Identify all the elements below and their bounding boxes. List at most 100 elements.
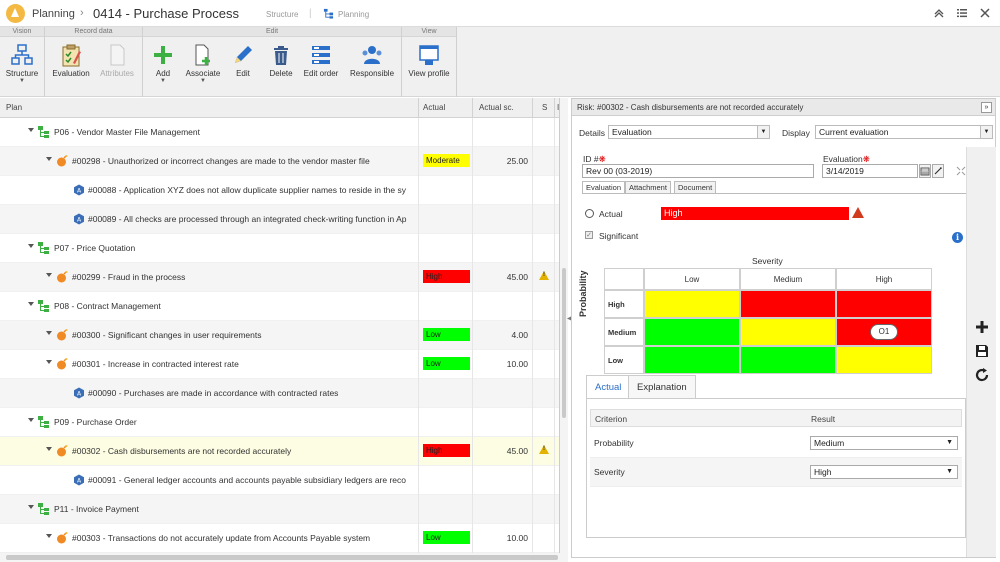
expand-toggle-icon[interactable] bbox=[46, 360, 52, 364]
dropdown-caret-icon: ▼ bbox=[19, 78, 25, 84]
column-header-s[interactable]: S bbox=[542, 103, 548, 112]
criterion-result-select[interactable]: Medium ▼ bbox=[810, 436, 958, 450]
table-row[interactable]: A #00089 - All checks are processed throu… bbox=[0, 205, 559, 234]
svg-text:A: A bbox=[77, 188, 82, 195]
matrix-cell[interactable] bbox=[836, 290, 932, 318]
significant-checkbox[interactable]: ✓ bbox=[585, 231, 593, 239]
refresh-icon[interactable] bbox=[974, 367, 990, 383]
matrix-cell[interactable] bbox=[740, 290, 836, 318]
expand-toggle-icon[interactable] bbox=[28, 244, 34, 248]
edit-button[interactable]: Edit bbox=[223, 39, 263, 91]
expand-toggle-icon[interactable] bbox=[46, 273, 52, 277]
info-icon[interactable]: i bbox=[952, 232, 963, 243]
actual-radio[interactable] bbox=[585, 209, 594, 218]
associate-document-icon bbox=[195, 44, 210, 66]
svg-text:A: A bbox=[77, 391, 82, 398]
collapse-up-icon[interactable] bbox=[932, 6, 946, 20]
actual-risk-level: High bbox=[661, 207, 849, 220]
row-text: P06 - Vendor Master File Management bbox=[54, 127, 200, 137]
module-name[interactable]: Planning bbox=[32, 8, 75, 20]
close-icon[interactable] bbox=[978, 6, 992, 20]
warning-icon bbox=[539, 445, 549, 454]
expand-toggle-icon[interactable] bbox=[46, 157, 52, 161]
attributes-button[interactable]: Attributes bbox=[97, 39, 137, 91]
risk-icon bbox=[57, 445, 68, 457]
expand-toggle-icon[interactable] bbox=[28, 505, 34, 509]
structure-button[interactable]: Structure ▼ bbox=[2, 39, 42, 91]
table-row[interactable]: P11 - Invoice Payment bbox=[0, 495, 559, 524]
table-row[interactable]: A #00090 - Purchases are made in accordan… bbox=[0, 379, 559, 408]
process-icon bbox=[38, 300, 49, 312]
calendar-icon[interactable] bbox=[919, 164, 931, 178]
grid-header: Plan Actual Actual sc. S I bbox=[0, 98, 560, 118]
column-header-i[interactable]: I bbox=[557, 103, 560, 112]
expand-toggle-icon[interactable] bbox=[28, 302, 34, 306]
details-label: Details bbox=[579, 128, 605, 138]
table-row[interactable]: #00300 - Significant changes in user req… bbox=[0, 321, 559, 350]
table-row[interactable]: P09 - Purchase Order bbox=[0, 408, 559, 437]
matrix-cell[interactable] bbox=[740, 318, 836, 346]
table-row[interactable]: #00303 - Transactions do not accurately … bbox=[0, 524, 559, 553]
expand-toggle-icon[interactable] bbox=[46, 447, 52, 451]
evaluation-button[interactable]: Evaluation bbox=[51, 39, 91, 91]
process-icon bbox=[38, 503, 49, 515]
column-header-actual-sc[interactable]: Actual sc. bbox=[479, 103, 514, 112]
expand-toggle-icon[interactable] bbox=[46, 331, 52, 335]
id-input[interactable]: Rev 00 (03-2019) bbox=[582, 164, 814, 178]
structure-icon bbox=[11, 44, 33, 65]
severity-header-high: High bbox=[836, 268, 932, 290]
table-row[interactable]: A #00088 - Application XYZ does not allow… bbox=[0, 176, 559, 205]
view-profile-button[interactable]: View profile bbox=[406, 39, 452, 91]
expand-fields-icon[interactable] bbox=[956, 166, 966, 176]
ribbon-group-edit: Edit Add ▼ Associate ▼ Edit bbox=[143, 27, 402, 97]
responsible-button[interactable]: Responsible bbox=[349, 39, 395, 91]
side-toolbar bbox=[966, 147, 996, 557]
current-evaluation-marker[interactable]: O1 bbox=[870, 324, 898, 340]
table-row[interactable]: #00299 - Fraud in the process High 45.00 bbox=[0, 263, 559, 292]
column-header-plan[interactable]: Plan bbox=[6, 103, 23, 112]
column-header-actual[interactable]: Actual bbox=[423, 103, 446, 112]
matrix-cell[interactable] bbox=[836, 346, 932, 374]
details-select[interactable]: Evaluation ▼ bbox=[608, 125, 770, 139]
add-button[interactable]: Add ▼ bbox=[143, 39, 183, 91]
display-select[interactable]: Current evaluation ▼ bbox=[815, 125, 993, 139]
group-title: Vision bbox=[0, 27, 44, 37]
structure-link[interactable]: Structure bbox=[266, 10, 299, 19]
table-row[interactable]: #00302 - Cash disbursements are not reco… bbox=[0, 437, 559, 466]
expand-toggle-icon[interactable] bbox=[28, 418, 34, 422]
tab-explanation[interactable]: Explanation bbox=[628, 375, 696, 399]
table-row[interactable]: #00301 - Increase in contracted interest… bbox=[0, 350, 559, 379]
grid-vertical-scrollbar[interactable] bbox=[560, 98, 568, 554]
table-row[interactable]: A #00091 - General ledger accounts and ac… bbox=[0, 466, 559, 495]
table-row[interactable]: P07 - Price Quotation bbox=[0, 234, 559, 263]
evaluation-date-input[interactable]: 3/14/2019 bbox=[822, 164, 918, 178]
table-row[interactable]: P06 - Vendor Master File Management bbox=[0, 118, 559, 147]
table-row[interactable]: P08 - Contract Management bbox=[0, 292, 559, 321]
edit-order-button[interactable]: Edit order bbox=[301, 39, 341, 91]
risk-icon bbox=[57, 358, 68, 370]
matrix-cell[interactable] bbox=[644, 318, 740, 346]
expand-toggle-icon[interactable] bbox=[46, 534, 52, 538]
expand-panel-icon[interactable]: » bbox=[981, 102, 992, 113]
list-menu-icon[interactable] bbox=[955, 6, 969, 20]
criterion-result-select[interactable]: High ▼ bbox=[810, 465, 958, 479]
tab-actual[interactable]: Actual bbox=[586, 375, 631, 399]
planning-link[interactable]: Planning bbox=[338, 10, 370, 19]
control-icon: A bbox=[74, 387, 84, 399]
save-disk-icon[interactable] bbox=[974, 343, 990, 359]
ribbon-group-vision: Vision Structure ▼ bbox=[0, 27, 45, 97]
delete-button[interactable]: Delete bbox=[261, 39, 301, 91]
matrix-cell[interactable] bbox=[644, 346, 740, 374]
date-clear-icon[interactable] bbox=[932, 164, 944, 178]
significant-label: Significant bbox=[599, 231, 639, 241]
expand-toggle-icon[interactable] bbox=[28, 128, 34, 132]
panel-collapse-handle[interactable]: ◀ bbox=[567, 316, 572, 322]
table-row[interactable]: #00298 - Unauthorized or incorrect chang… bbox=[0, 147, 559, 176]
planning-app-icon bbox=[6, 4, 25, 23]
matrix-cell[interactable] bbox=[740, 346, 836, 374]
add-plus-icon[interactable] bbox=[974, 319, 990, 335]
process-icon bbox=[38, 416, 49, 428]
associate-button[interactable]: Associate ▼ bbox=[183, 39, 223, 91]
matrix-cell[interactable] bbox=[644, 290, 740, 318]
grid-horizontal-scrollbar[interactable] bbox=[0, 553, 568, 562]
